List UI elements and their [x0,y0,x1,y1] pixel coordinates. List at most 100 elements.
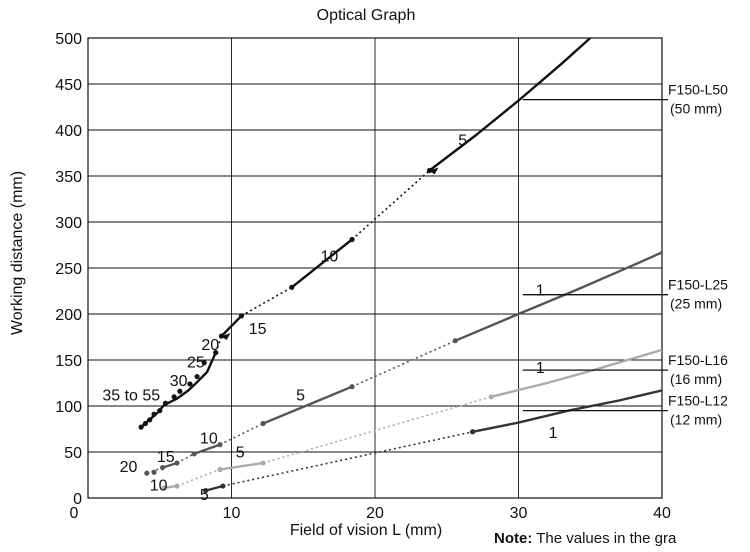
magnification-label: 5 [236,445,245,462]
note-text: Note: The values in the gra [494,530,676,547]
y-tick-label: 200 [55,307,82,324]
magnification-label: 10 [150,478,168,495]
y-tick-label: 250 [55,261,82,278]
magnification-label: 5 [458,133,467,150]
y-tick-label: 400 [55,123,82,140]
series-f150-l50 [138,38,592,430]
data-point [260,420,266,427]
data-point [203,488,209,494]
data-point [151,469,157,475]
series-line-segment [219,461,264,471]
magnification-label: 35 to 55 [102,387,160,404]
y-tick-label: 450 [55,77,82,94]
y-tick-label: 50 [64,445,82,462]
data-point [161,485,167,491]
series-dotted-segment [176,453,195,464]
series-detail-label: (16 mm) [670,371,722,387]
data-point [238,313,245,319]
series-line-segment [262,385,353,425]
x-tick-label: 20 [366,505,384,522]
direction-arrow [429,167,439,175]
data-point [218,333,225,339]
data-point [426,167,433,174]
grid-lines [88,38,662,498]
chart-title: Optical Graph [317,7,416,24]
x-tick-label: 40 [653,505,671,522]
data-point [217,466,223,473]
series-line-segment [428,38,592,172]
note-label: Note: [494,530,533,547]
magnification-label: 10 [200,431,218,448]
series-f150-l25 [144,251,662,476]
data-point [220,483,226,489]
data-point [171,394,177,400]
series-line-segment [220,314,243,337]
data-point [488,394,494,400]
magnification-label: 1 [536,360,545,377]
data-point [289,284,295,290]
magnification-label: 1 [549,425,558,442]
y-tick-label: 0 [73,491,82,508]
y-tick-label: 150 [55,353,82,370]
data-point [213,350,219,356]
x-tick-label: 30 [510,505,528,522]
magnification-label: 25 [187,354,205,371]
series-detail-label: (12 mm) [670,412,722,428]
magnification-label: 5 [296,387,305,404]
series-name-label: F150-L25 [668,277,728,293]
data-point [157,408,163,414]
data-point [151,411,157,417]
x-tick-label: 0 [70,505,79,522]
series-dotted-segment [351,339,456,388]
magnification-label: 1 [536,283,545,300]
series-line-segment [205,484,224,492]
data-point [138,424,144,430]
x-tick-label: 10 [223,505,241,522]
data-point [187,381,193,387]
data-point [174,483,180,489]
series-line-segment [193,443,221,455]
series-f150-l16 [161,348,662,491]
data-point [217,442,223,448]
y-tick-label: 300 [55,215,82,232]
series-line-segment [490,348,662,398]
magnification-label: 10 [320,249,338,266]
data-point [142,420,148,427]
magnification-label: 20 [201,337,219,354]
data-point [160,465,166,471]
y-tick-label: 350 [55,169,82,186]
x-axis-label: Field of vision L (mm) [290,522,442,539]
data-point [144,470,150,476]
series-name-label: F150-L12 [668,393,728,409]
magnification-label: 30 [170,373,188,390]
series-detail-label: (25 mm) [670,296,722,312]
data-point [349,236,355,243]
data-point [162,400,169,406]
series-line-segment [291,238,353,289]
direction-arrow [221,333,231,341]
axis-ticks: 0 50 100 150 200 250 300 350 400 450 500 0 10 20 30 40 [55,31,671,522]
data-point [194,373,200,380]
data-point [191,451,197,457]
series-line-segment [454,251,662,342]
data-point [260,460,266,466]
series-dotted-segment [351,169,431,241]
data-point [452,338,458,344]
data-point [349,384,355,390]
y-tick-label: 500 [55,31,82,48]
data-point [147,417,153,423]
note-body: The values in the gra [532,530,677,547]
series-detail-label: (50 mm) [670,101,722,117]
magnification-label: 20 [120,459,138,476]
y-tick-label: 100 [55,399,82,416]
y-axis-label: Working distance (mm) [9,171,26,335]
series-name-label: F150-L50 [668,82,728,98]
magnification-label: 5 [200,487,209,504]
series-labels: 15 [200,425,558,504]
data-point [469,429,476,435]
